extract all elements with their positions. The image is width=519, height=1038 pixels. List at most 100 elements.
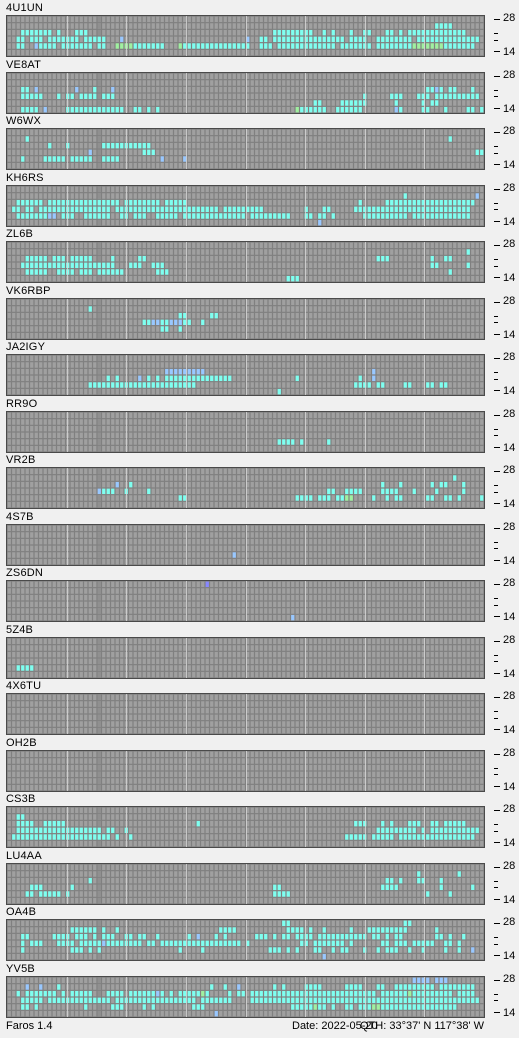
signal-cell xyxy=(84,432,88,438)
signal-cell xyxy=(394,242,398,249)
signal-cell xyxy=(426,412,430,418)
signal-cell xyxy=(453,269,457,275)
signal-cell xyxy=(228,212,232,219)
propagation-grid[interactable] xyxy=(6,354,485,396)
signal-cell xyxy=(376,162,380,169)
propagation-grid[interactable] xyxy=(6,184,485,227)
signal-cell xyxy=(327,99,331,106)
propagation-grid[interactable] xyxy=(6,15,485,57)
signal-cell xyxy=(367,312,371,318)
signal-cell xyxy=(102,312,106,318)
signal-cell xyxy=(106,255,110,262)
signal-cell xyxy=(25,418,29,425)
signal-cell xyxy=(115,73,119,79)
propagation-grid[interactable] xyxy=(6,410,485,453)
signal-cell xyxy=(241,86,245,92)
signal-cell xyxy=(412,199,416,205)
signal-cell xyxy=(331,186,335,192)
signal-cell xyxy=(7,375,11,382)
signal-cell xyxy=(349,412,353,418)
signal-cell xyxy=(345,382,349,388)
signal-cell xyxy=(16,412,20,418)
signal-cell xyxy=(93,249,97,255)
signal-cell xyxy=(300,418,304,425)
signal-cell xyxy=(210,269,214,275)
signal-cell xyxy=(277,49,281,56)
signal-cell xyxy=(417,332,421,338)
signal-cell xyxy=(475,43,479,49)
signal-cell xyxy=(282,16,286,23)
signal-cell xyxy=(421,93,425,99)
propagation-grid[interactable] xyxy=(6,71,485,114)
signal-cell xyxy=(471,388,475,395)
signal-cell xyxy=(142,212,146,219)
signal-cell xyxy=(390,325,394,332)
signal-cell xyxy=(453,86,457,92)
signal-cell xyxy=(34,86,38,92)
signal-cell xyxy=(255,192,259,199)
signal-cell xyxy=(408,16,412,23)
signal-cell xyxy=(340,425,344,431)
signal-cell xyxy=(232,312,236,318)
signal-cell xyxy=(367,86,371,92)
signal-cell xyxy=(223,16,227,23)
signal-cell xyxy=(52,86,56,92)
signal-cell xyxy=(381,156,385,162)
signal-cell xyxy=(448,156,452,162)
signal-cell xyxy=(151,312,155,318)
signal-cell xyxy=(448,149,452,156)
signal-cell xyxy=(439,325,443,332)
signal-cell xyxy=(435,162,439,169)
signal-cell xyxy=(147,43,151,49)
signal-cell xyxy=(61,412,65,418)
axis-value-top: 28 xyxy=(503,181,516,194)
signal-cell xyxy=(331,412,335,418)
signal-cell xyxy=(426,255,430,262)
signal-cell xyxy=(250,79,254,86)
signal-cell xyxy=(70,199,74,205)
signal-cell xyxy=(75,73,79,79)
propagation-grid[interactable] xyxy=(6,128,485,170)
signal-cell xyxy=(264,106,268,112)
signal-cell xyxy=(313,382,317,388)
signal-cell xyxy=(345,23,349,29)
signal-cell xyxy=(183,425,187,431)
signal-cell xyxy=(354,206,358,212)
signal-cell xyxy=(286,206,290,212)
signal-cell xyxy=(106,269,110,275)
signal-cell xyxy=(381,242,385,249)
signal-cell xyxy=(196,99,200,106)
signal-cell xyxy=(268,136,272,142)
signal-cell xyxy=(106,29,110,36)
signal-cell xyxy=(129,16,133,23)
signal-cell xyxy=(16,156,20,162)
signal-cell xyxy=(318,425,322,431)
signal-cell xyxy=(295,312,299,318)
signal-cell xyxy=(115,36,119,43)
signal-cell xyxy=(282,418,286,425)
signal-cell xyxy=(246,305,250,312)
signal-cell xyxy=(318,269,322,275)
signal-cell xyxy=(52,418,56,425)
signal-cell xyxy=(48,16,52,23)
signal-cell xyxy=(174,325,178,332)
signal-cell xyxy=(160,136,164,142)
signal-cell xyxy=(336,186,340,192)
signal-cell xyxy=(331,325,335,332)
signal-cell xyxy=(219,73,223,79)
signal-cell xyxy=(277,29,281,36)
signal-cell xyxy=(327,332,331,338)
signal-cell xyxy=(313,375,317,382)
signal-cell xyxy=(43,212,47,219)
signal-cell xyxy=(327,86,331,92)
signal-cell xyxy=(295,16,299,23)
signal-cell xyxy=(97,206,101,212)
signal-cell xyxy=(291,206,295,212)
signal-cell xyxy=(232,43,236,49)
signal-cell xyxy=(187,149,191,156)
propagation-grid[interactable] xyxy=(6,241,485,283)
signal-cell xyxy=(97,382,101,388)
signal-cell xyxy=(421,382,425,388)
propagation-grid[interactable] xyxy=(6,297,485,340)
signal-cell xyxy=(183,23,187,29)
